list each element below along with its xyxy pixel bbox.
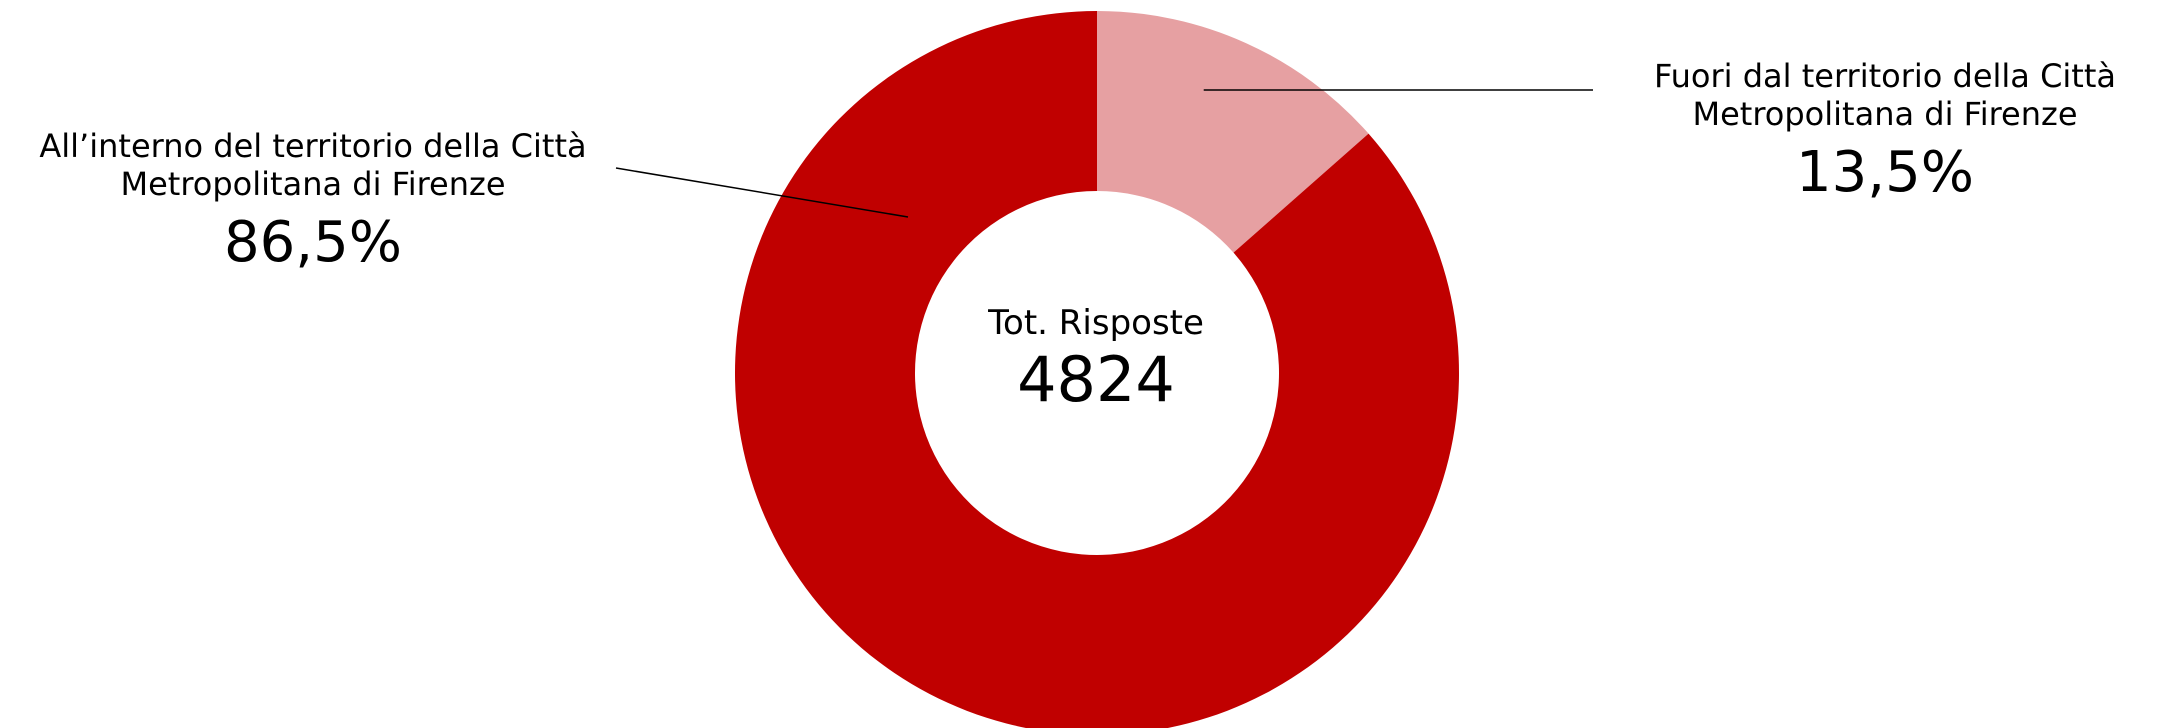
center-value: 4824 <box>1017 343 1175 417</box>
leader-line-inside <box>615 167 909 218</box>
slice-label-outside: Fuori dal territorio della Città Metropo… <box>1620 57 2150 206</box>
slice-outside-territory <box>1097 11 1369 253</box>
slice-label-inside-line1: All’interno del territorio della Città <box>39 127 587 165</box>
slice-value-inside: 86,5% <box>224 209 402 275</box>
donut-center: Tot. Risposte 4824 <box>896 303 1296 417</box>
slice-value-outside: 13,5% <box>1796 139 1974 205</box>
slice-label-outside-line2: Metropolitana di Firenze <box>1692 94 2078 133</box>
slice-inside-territory <box>735 11 1459 728</box>
slice-label-inside: All’interno del territorio della Città M… <box>8 127 618 276</box>
center-label: Tot. Risposte <box>988 303 1204 343</box>
slice-label-inside-line2: Metropolitana di Firenze <box>120 164 506 203</box>
slice-label-outside-line1: Fuori dal territorio della Città <box>1653 57 2116 95</box>
